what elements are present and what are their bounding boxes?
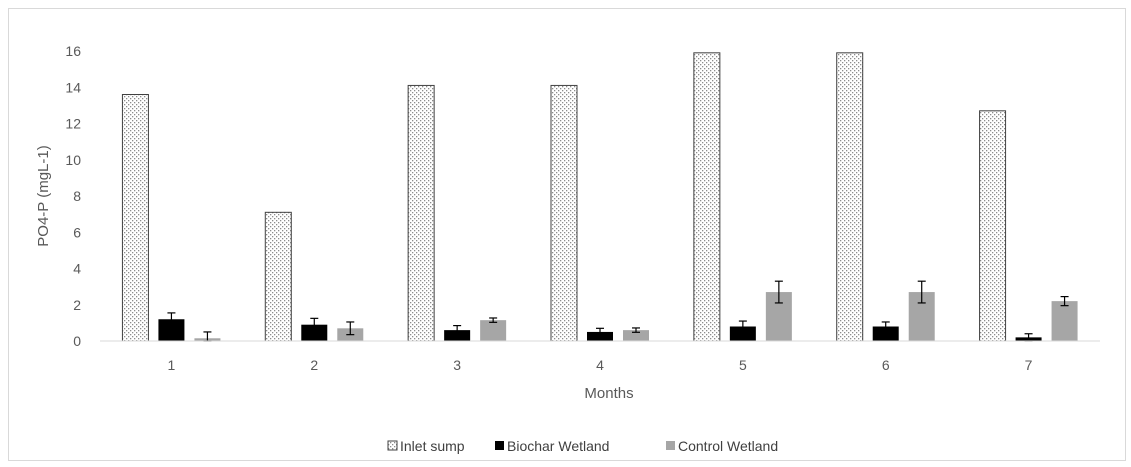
y-tick-label: 4 <box>73 261 81 277</box>
error-bar <box>489 317 498 323</box>
error-bar <box>453 324 462 336</box>
bar-control-wetland <box>623 330 649 341</box>
legend: Inlet sump Biochar Wetland Control Wetland <box>387 438 778 454</box>
y-tick-label: 0 <box>73 333 81 349</box>
legend-label: Control Wetland <box>678 438 778 454</box>
x-tick-label: 4 <box>596 357 604 373</box>
y-axis-title: PO4-P (mgL-1) <box>35 145 52 246</box>
bars <box>121 52 1078 342</box>
error-bar <box>346 321 355 336</box>
bar-biochar-wetland <box>301 324 328 341</box>
legend-label: Inlet sump <box>400 438 465 454</box>
bar-biochar-wetland <box>729 326 756 341</box>
bar-inlet-sump <box>407 84 435 342</box>
y-tick-label: 16 <box>65 43 81 59</box>
bar-control-wetland <box>1051 301 1078 341</box>
x-tick-label: 2 <box>310 357 318 373</box>
bar-control-wetland <box>480 320 507 341</box>
y-axis: 0 2 4 6 8 10 12 14 16 <box>65 43 81 349</box>
x-axis-title: Months <box>584 385 633 402</box>
y-tick-label: 8 <box>73 188 81 204</box>
legend-swatch <box>666 441 675 450</box>
bar-inlet-sump <box>550 84 578 342</box>
bar-inlet-sump <box>979 110 1007 342</box>
bar-inlet-sump <box>836 52 864 342</box>
legend-swatch <box>495 441 504 450</box>
legend-item-control-wetland: Control Wetland <box>666 438 778 454</box>
bar-inlet-sump <box>121 94 149 342</box>
error-bar <box>881 321 890 332</box>
error-bar <box>596 327 604 337</box>
y-tick-label: 2 <box>73 297 81 313</box>
legend-item-inlet-sump: Inlet sump <box>387 438 465 454</box>
x-tick-label: 3 <box>453 357 461 373</box>
error-bar <box>774 280 783 304</box>
error-bar <box>917 280 926 304</box>
bar-biochar-wetland <box>872 326 899 341</box>
bar-biochar-wetland <box>444 330 471 341</box>
error-bar <box>310 317 319 332</box>
y-tick-label: 10 <box>65 152 81 168</box>
error-bar <box>1060 295 1069 307</box>
x-axis: 1 2 3 4 5 6 7 <box>100 340 1100 373</box>
x-tick-label: 5 <box>739 357 747 373</box>
legend-item-biochar-wetland: Biochar Wetland <box>495 438 609 454</box>
bar-biochar-wetland <box>158 319 185 341</box>
x-tick-label: 7 <box>1025 357 1033 373</box>
y-tick-label: 14 <box>65 79 81 95</box>
y-tick-label: 12 <box>65 116 81 132</box>
error-bar <box>167 312 176 327</box>
x-tick-label: 6 <box>882 357 890 373</box>
bar-inlet-sump <box>264 211 292 342</box>
error-bar <box>738 320 747 333</box>
legend-label: Biochar Wetland <box>507 438 609 454</box>
bar-inlet-sump <box>693 52 721 342</box>
y-tick-label: 6 <box>73 224 81 240</box>
error-bar <box>632 327 640 333</box>
bar-biochar-wetland <box>587 331 613 341</box>
x-tick-label: 1 <box>168 357 176 373</box>
legend-swatch <box>387 440 398 451</box>
